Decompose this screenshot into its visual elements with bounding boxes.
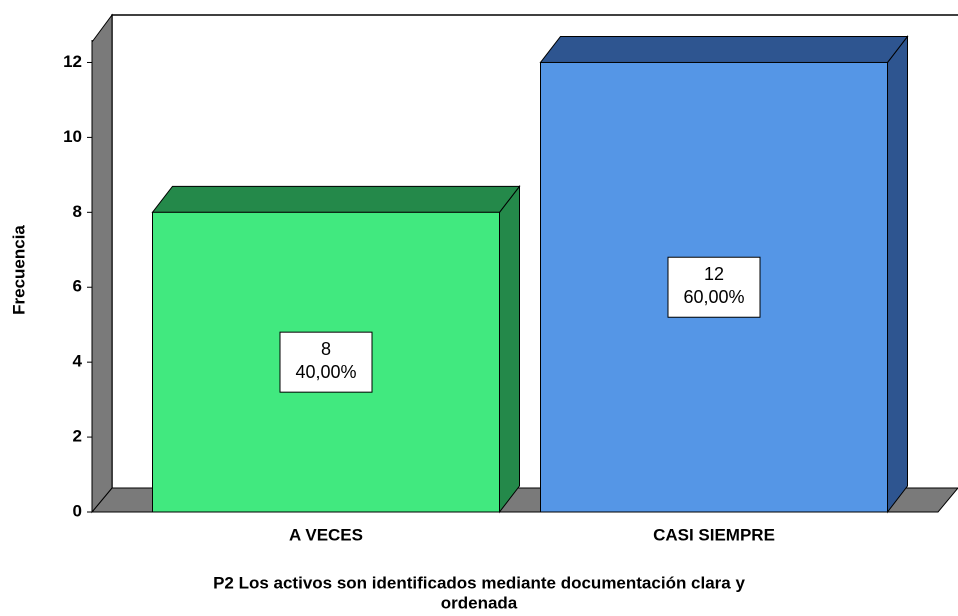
x-tick-label: A VECES	[289, 525, 363, 544]
y-tick-label: 0	[73, 501, 82, 520]
y-tick-label: 8	[73, 202, 82, 221]
y-tick-label: 12	[63, 52, 82, 71]
y-tick-label: 2	[73, 427, 82, 446]
bar-top	[151, 185, 521, 213]
y-tick-label: 10	[63, 127, 82, 146]
data-label-box	[667, 256, 761, 318]
data-label: 60,00%	[683, 287, 744, 307]
y-tick-label: 6	[73, 277, 82, 296]
y-axis-label: Frecuencia	[9, 225, 28, 315]
bar-top	[539, 35, 909, 63]
data-label-box	[279, 331, 373, 393]
data-label: 8	[321, 339, 331, 359]
y-tick-label: 4	[73, 352, 83, 371]
bar-side	[887, 35, 908, 514]
data-label: 40,00%	[295, 362, 356, 382]
x-axis-label: P2 Los activos son identificados mediant…	[213, 573, 745, 592]
x-tick-label: CASI SIEMPRE	[653, 525, 775, 544]
x-axis-label: ordenada	[441, 593, 518, 612]
left-wall	[91, 13, 113, 514]
data-label: 12	[704, 264, 724, 284]
bar-side	[499, 184, 520, 514]
